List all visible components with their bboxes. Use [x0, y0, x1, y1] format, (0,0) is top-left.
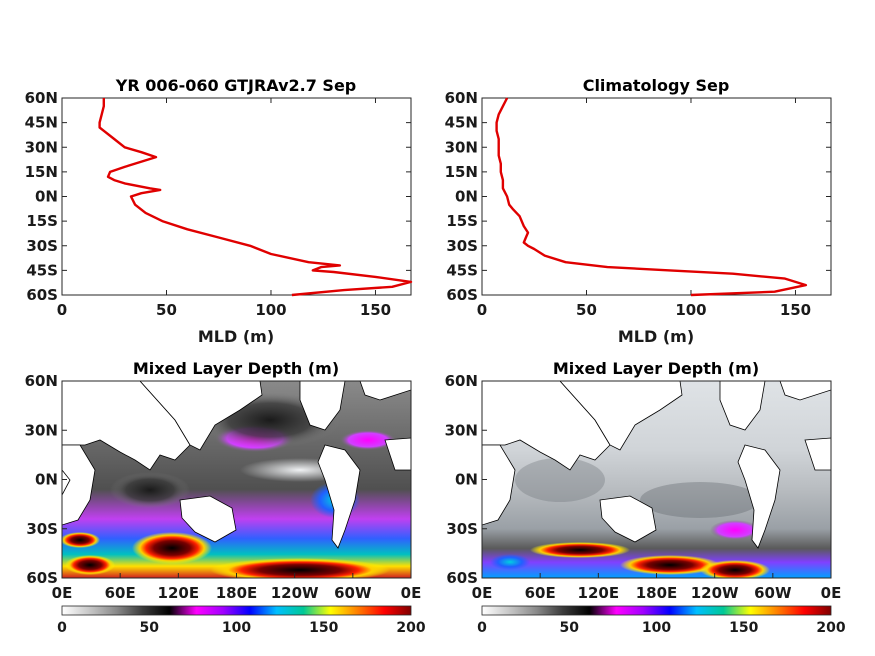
- x-tick-label: 50: [156, 301, 177, 319]
- x-tick-label: 50: [576, 301, 597, 319]
- y-tick-label: 45N: [25, 114, 58, 132]
- y-tick-label: 45N: [445, 114, 478, 132]
- y-tick-label: 15S: [446, 212, 478, 230]
- y-tick-label: 60S: [446, 569, 478, 587]
- colorbar-tick-label: 100: [222, 620, 251, 636]
- y-tick-label: 60N: [25, 89, 58, 107]
- profile-2-x-ticks: 0 50 100 150: [477, 98, 811, 319]
- profile-panel-2: Climatology Sep 60N45N30N15N0N15S30S45S6…: [445, 76, 832, 346]
- map-1-field: [62, 381, 411, 578]
- x-tick-label: 60W: [334, 584, 372, 602]
- y-tick-label: 30S: [446, 520, 478, 538]
- y-tick-label: 30S: [26, 237, 58, 255]
- colorbar-tick-label: 150: [309, 620, 338, 636]
- x-tick-label: 100: [255, 301, 286, 319]
- x-tick-label: 120W: [271, 584, 319, 602]
- profile-1-series-line: [98, 98, 413, 297]
- profile-panel-1: YR 006-060 GTJRAv2.7 Sep 60N 45N 30N 15N 0N 1…: [25, 76, 413, 346]
- x-tick-label: 60E: [525, 584, 556, 602]
- map-1-colorbar-ticks: 0 50 100 150 200: [57, 620, 426, 636]
- profile-2-title: Climatology Sep: [583, 76, 730, 95]
- y-tick-label: 45S: [446, 261, 478, 279]
- x-tick-label: 0: [57, 301, 67, 319]
- profile-1-y-ticks: 60N 45N 30N 15N 0N 15S 30S 45S 60S: [25, 89, 411, 304]
- y-tick-label: 60S: [446, 286, 478, 304]
- y-tick-label: 60N: [445, 89, 478, 107]
- x-tick-label: 150: [360, 301, 391, 319]
- map-2-colorbar: [481, 605, 832, 616]
- x-tick-label: 0E: [821, 584, 842, 602]
- colorbar-tick-label: 150: [729, 620, 758, 636]
- map-1-y-ticks: 60N 30N 0N 30S 60S: [25, 372, 67, 587]
- y-tick-label: 15N: [25, 163, 58, 181]
- y-tick-label: 0N: [35, 471, 58, 489]
- y-tick-label: 30N: [445, 421, 478, 439]
- y-tick-label: 0N: [35, 188, 58, 206]
- y-tick-label: 60N: [445, 372, 478, 390]
- colorbar-tick-label: 0: [57, 620, 67, 636]
- y-tick-label: 30S: [446, 237, 478, 255]
- map-panel-1: Mixed Layer Depth (m): [25, 359, 426, 636]
- map-2-y-ticks: 60N 30N 0N 30S 60S: [445, 372, 487, 587]
- map-2-title: Mixed Layer Depth (m): [553, 359, 759, 378]
- map-1-title: Mixed Layer Depth (m): [133, 359, 339, 378]
- profile-1-xlabel: MLD (m): [198, 327, 274, 346]
- map-2-land: [482, 381, 831, 549]
- x-tick-label: 60W: [754, 584, 792, 602]
- y-tick-label: 30N: [445, 138, 478, 156]
- x-tick-label: 150: [780, 301, 811, 319]
- y-tick-label: 60N: [25, 372, 58, 390]
- profile-1-title: YR 006-060 GTJRAv2.7 Sep: [115, 76, 357, 95]
- profile-2-y-ticks: 60N 45N 30N 15N 0N 15S 30S 45S 60S: [445, 89, 831, 304]
- y-tick-label: 45S: [26, 261, 58, 279]
- map-1-colorbar: [61, 605, 412, 616]
- x-tick-label: 0E: [472, 584, 493, 602]
- y-tick-label: 15N: [445, 163, 478, 181]
- y-tick-label: 15S: [26, 212, 58, 230]
- x-tick-label: 180E: [636, 584, 678, 602]
- y-tick-label: 30N: [25, 421, 58, 439]
- y-tick-label: 0N: [455, 471, 478, 489]
- profile-2-series-line: [495, 97, 808, 297]
- y-tick-label: 30N: [25, 138, 58, 156]
- map-panel-2: Mixed Layer Depth (m) 60N 30N 0N 30S 60S: [445, 359, 846, 636]
- profile-2-axes: [481, 97, 832, 296]
- map-2-x-ticks: 0E 60E 120E 180E 120W 60W 0E: [472, 573, 842, 602]
- y-tick-label: 0N: [455, 188, 478, 206]
- x-tick-label: 0E: [401, 584, 422, 602]
- colorbar-tick-label: 50: [140, 620, 160, 636]
- profile-1-axes: [61, 97, 412, 296]
- y-tick-label: 30S: [26, 520, 58, 538]
- profile-1-x-ticks: 0 50 100 150: [57, 98, 391, 319]
- map-2-field: [482, 381, 831, 578]
- colorbar-tick-label: 200: [816, 620, 845, 636]
- y-tick-label: 60S: [26, 569, 58, 587]
- x-tick-label: 0: [477, 301, 487, 319]
- map-1-x-ticks: 0E 60E 120E 180E 120W 60W 0E: [52, 573, 422, 602]
- x-tick-label: 120E: [158, 584, 200, 602]
- x-tick-label: 0E: [52, 584, 73, 602]
- x-tick-label: 120E: [578, 584, 620, 602]
- x-tick-label: 100: [675, 301, 706, 319]
- y-tick-label: 60S: [26, 286, 58, 304]
- map-2-colorbar-ticks: 0 50 100 150 200: [477, 620, 846, 636]
- map-1-land: [62, 381, 411, 549]
- colorbar-tick-label: 100: [642, 620, 671, 636]
- x-tick-label: 120W: [691, 584, 739, 602]
- colorbar-tick-label: 50: [560, 620, 580, 636]
- profile-2-xlabel: MLD (m): [618, 327, 694, 346]
- colorbar-tick-label: 0: [477, 620, 487, 636]
- x-tick-label: 60E: [105, 584, 136, 602]
- colorbar-tick-label: 200: [396, 620, 425, 636]
- x-tick-label: 180E: [216, 584, 258, 602]
